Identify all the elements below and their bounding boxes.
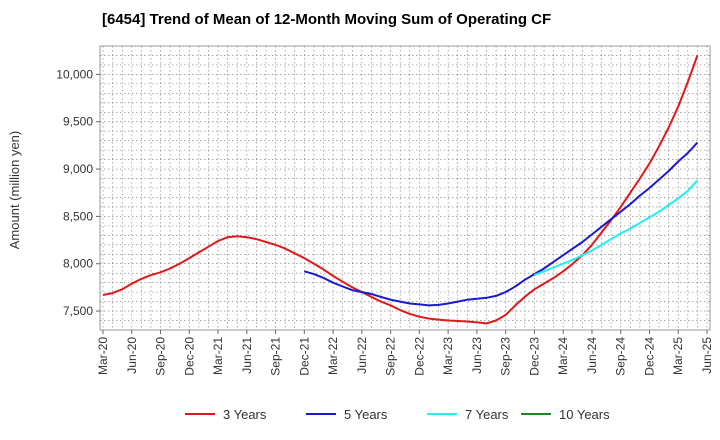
y-tick-label: 8,500 — [63, 209, 93, 223]
x-tick-label: Jun-22 — [355, 337, 369, 374]
series-line-3-years — [102, 55, 699, 325]
x-tick-label: Jun-25 — [700, 337, 714, 374]
x-axis-ticks: Mar-20 Jun-20 Sep-20 Dec-20 Mar-21 Jun-21 Sep-… — [96, 330, 714, 376]
y-tick-label: 10,000 — [56, 67, 93, 81]
legend: 3 Years 5 Years 7 Years 10 Years — [185, 407, 610, 422]
x-tick-label: Sep-23 — [499, 337, 513, 376]
x-tick-label: Dec-20 — [182, 337, 196, 376]
data-series — [102, 55, 699, 325]
series-line-5-years — [304, 141, 699, 307]
x-tick-label: Jun-21 — [240, 337, 254, 374]
legend-label: 3 Years — [223, 407, 267, 422]
x-tick-label: Sep-24 — [614, 337, 628, 376]
legend-label: 5 Years — [344, 407, 388, 422]
x-tick-label: Sep-22 — [384, 337, 398, 376]
y-axis-label: Amount (million yen) — [7, 131, 22, 250]
x-tick-label: Mar-21 — [211, 337, 225, 375]
x-tick-label: Mar-24 — [556, 337, 570, 375]
y-tick-label: 7,500 — [63, 304, 93, 318]
x-tick-label: Dec-23 — [527, 337, 541, 376]
y-axis-ticks: 7,500 8,000 8,500 9,000 9,500 10,000 — [56, 67, 100, 318]
x-tick-label: Mar-25 — [671, 337, 685, 375]
chart-title: [6454] Trend of Mean of 12-Month Moving … — [102, 11, 551, 28]
x-tick-label: Dec-22 — [412, 337, 426, 376]
legend-label: 7 Years — [465, 407, 509, 422]
x-tick-label: Dec-21 — [297, 337, 311, 376]
x-tick-label: Mar-20 — [96, 337, 110, 375]
x-tick-label: Jun-24 — [585, 337, 599, 374]
series-line-7-years — [534, 179, 699, 277]
x-tick-label: Sep-20 — [154, 337, 168, 376]
y-tick-label: 8,000 — [63, 257, 93, 271]
x-tick-label: Sep-21 — [269, 337, 283, 376]
x-tick-label: Jun-20 — [125, 337, 139, 374]
y-tick-label: 9,000 — [63, 162, 93, 176]
x-tick-label: Mar-23 — [441, 337, 455, 375]
legend-label: 10 Years — [559, 407, 610, 422]
x-tick-label: Jun-23 — [470, 337, 484, 374]
y-tick-label: 9,500 — [63, 115, 93, 129]
x-tick-label: Mar-22 — [326, 337, 340, 375]
x-tick-label: Dec-24 — [642, 337, 656, 376]
